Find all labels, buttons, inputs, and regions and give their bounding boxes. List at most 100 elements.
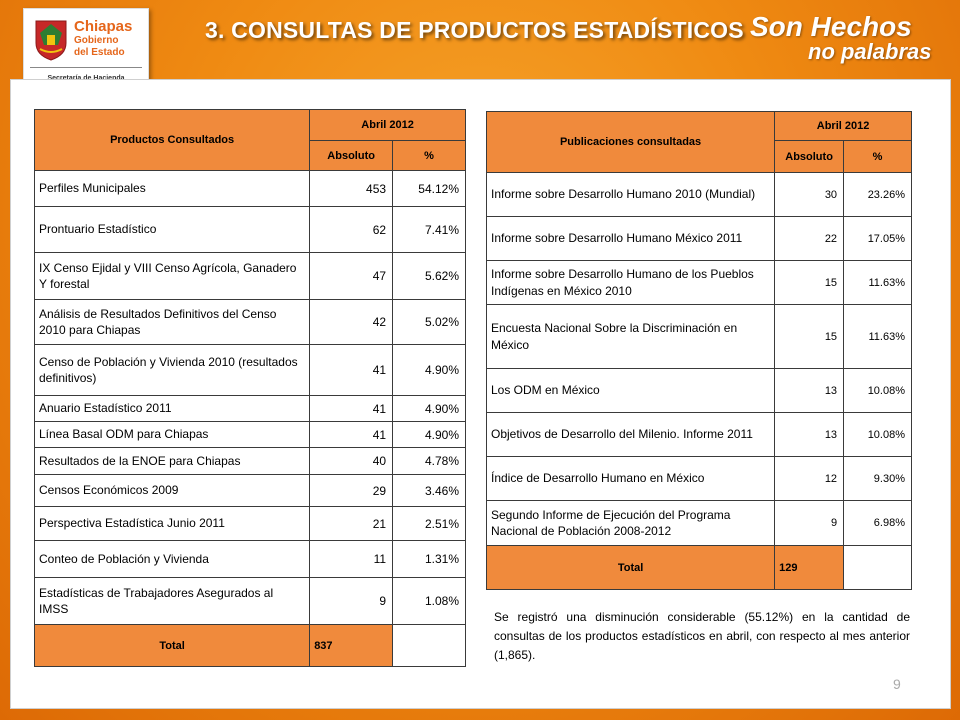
- logo-department: Secretaría de Hacienda: [24, 75, 148, 82]
- row-pct: 54.12%: [392, 170, 466, 207]
- logo-line3: del Estado: [74, 47, 125, 58]
- row-pct: 4.90%: [392, 344, 466, 396]
- total-value: 129: [774, 545, 845, 590]
- row-abs: 29: [309, 474, 394, 507]
- total-label: Total: [485, 545, 776, 590]
- table-row: Objetivos de Desarrollo del Milenio. Inf…: [485, 412, 912, 457]
- row-pct: 4.90%: [392, 395, 466, 422]
- publicaciones-table: Publicaciones consultadas Abril 2012 Abs…: [485, 111, 912, 590]
- row-pct: 1.31%: [392, 540, 466, 578]
- row-abs: 22: [774, 216, 845, 261]
- row-name: Resultados de la ENOE para Chiapas: [33, 447, 311, 475]
- row-abs: 12: [774, 456, 845, 501]
- row-name: Censo de Población y Vivienda 2010 (resu…: [33, 344, 311, 396]
- total-empty-cell: [392, 624, 466, 667]
- table-row: Resultados de la ENOE para Chiapas 40 4.…: [33, 447, 466, 475]
- table-row: Línea Basal ODM para Chiapas 41 4.90%: [33, 421, 466, 448]
- table-row: Informe sobre Desarrollo Humano México 2…: [485, 216, 912, 261]
- row-pct: 2.51%: [392, 506, 466, 541]
- row-name: Informe sobre Desarrollo Humano de los P…: [485, 260, 776, 305]
- row-name: Análisis de Resultados Definitivos del C…: [33, 299, 311, 345]
- row-abs: 11: [309, 540, 394, 578]
- row-pct: 4.78%: [392, 447, 466, 475]
- row-name: Índice de Desarrollo Humano en México: [485, 456, 776, 501]
- table-row: Encuesta Nacional Sobre la Discriminació…: [485, 304, 912, 369]
- row-pct: 4.90%: [392, 421, 466, 448]
- productos-header-pct: %: [392, 140, 466, 171]
- productos-header-period: Abril 2012: [309, 109, 466, 141]
- logo-text: Chiapas Gobierno del Estado: [74, 19, 132, 58]
- total-empty-cell: [843, 545, 912, 590]
- table-row: Censos Económicos 2009 29 3.46%: [33, 474, 466, 507]
- publicaciones-header-pct: %: [843, 140, 912, 173]
- row-pct: 5.62%: [392, 252, 466, 300]
- slogan-line1: Son Hechos: [750, 11, 912, 42]
- row-name: Encuesta Nacional Sobre la Discriminació…: [485, 304, 776, 369]
- row-name: Perspectiva Estadística Junio 2011: [33, 506, 311, 541]
- row-abs: 42: [309, 299, 394, 345]
- page-number: 9: [893, 676, 901, 692]
- row-abs: 15: [774, 304, 845, 369]
- table-row: Anuario Estadístico 2011 41 4.90%: [33, 395, 466, 422]
- row-abs: 21: [309, 506, 394, 541]
- row-abs: 15: [774, 260, 845, 305]
- row-name: Perfiles Municipales: [33, 170, 311, 207]
- row-abs: 13: [774, 368, 845, 413]
- table-row: Índice de Desarrollo Humano en México 12…: [485, 456, 912, 501]
- row-name: Prontuario Estadístico: [33, 206, 311, 253]
- table-row: Los ODM en México 13 10.08%: [485, 368, 912, 413]
- row-pct: 1.08%: [392, 577, 466, 625]
- table-row: Prontuario Estadístico 62 7.41%: [33, 206, 466, 253]
- slogan-line2: no palabras: [808, 39, 932, 64]
- row-abs: 47: [309, 252, 394, 300]
- summary-note: Se registró una disminución considerable…: [494, 610, 910, 662]
- coat-of-arms-icon: [35, 20, 67, 61]
- row-pct: 10.08%: [843, 412, 912, 457]
- row-name: Censos Económicos 2009: [33, 474, 311, 507]
- row-pct: 5.02%: [392, 299, 466, 345]
- row-pct: 7.41%: [392, 206, 466, 253]
- row-pct: 3.46%: [392, 474, 466, 507]
- row-pct: 11.63%: [843, 260, 912, 305]
- table-row: Perspectiva Estadística Junio 2011 21 2.…: [33, 506, 466, 541]
- row-abs: 13: [774, 412, 845, 457]
- table-row: IX Censo Ejidal y VIII Censo Agrícola, G…: [33, 252, 466, 300]
- row-name: Objetivos de Desarrollo del Milenio. Inf…: [485, 412, 776, 457]
- total-row: Total 837: [33, 624, 466, 667]
- table-row: Censo de Población y Vivienda 2010 (resu…: [33, 344, 466, 396]
- row-pct: 10.08%: [843, 368, 912, 413]
- row-abs: 41: [309, 344, 394, 396]
- table-row: Segundo Informe de Ejecución del Program…: [485, 500, 912, 546]
- row-pct: 17.05%: [843, 216, 912, 261]
- table-row: Informe sobre Desarrollo Humano 2010 (Mu…: [485, 172, 912, 217]
- row-name: Anuario Estadístico 2011: [33, 395, 311, 422]
- row-name: Estadísticas de Trabajadores Asegurados …: [33, 577, 311, 625]
- productos-header-abs: Absoluto: [309, 140, 394, 171]
- row-abs: 30: [774, 172, 845, 217]
- row-name: Los ODM en México: [485, 368, 776, 413]
- row-abs: 41: [309, 395, 394, 422]
- total-row: Total 129: [485, 545, 912, 590]
- logo-divider: [30, 67, 142, 68]
- row-abs: 62: [309, 206, 394, 253]
- publicaciones-header-name: Publicaciones consultadas: [485, 111, 776, 173]
- logo-line2: Gobierno: [74, 35, 119, 46]
- row-name: Segundo Informe de Ejecución del Program…: [485, 500, 776, 546]
- row-abs: 40: [309, 447, 394, 475]
- table-row: Estadísticas de Trabajadores Asegurados …: [33, 577, 466, 625]
- logo-name: Chiapas: [74, 18, 133, 35]
- row-pct: 6.98%: [843, 500, 912, 546]
- row-name: Informe sobre Desarrollo Humano México 2…: [485, 216, 776, 261]
- table-row: Informe sobre Desarrollo Humano de los P…: [485, 260, 912, 305]
- publicaciones-header-abs: Absoluto: [774, 140, 845, 173]
- row-name: Conteo de Población y Vivienda: [33, 540, 311, 578]
- row-pct: 23.26%: [843, 172, 912, 217]
- publicaciones-header-period: Abril 2012: [774, 111, 912, 141]
- total-label: Total: [33, 624, 311, 667]
- row-pct: 9.30%: [843, 456, 912, 501]
- row-abs: 9: [774, 500, 845, 546]
- total-value: 837: [309, 624, 394, 667]
- row-name: IX Censo Ejidal y VIII Censo Agrícola, G…: [33, 252, 311, 300]
- row-pct: 11.63%: [843, 304, 912, 369]
- row-name: Línea Basal ODM para Chiapas: [33, 421, 311, 448]
